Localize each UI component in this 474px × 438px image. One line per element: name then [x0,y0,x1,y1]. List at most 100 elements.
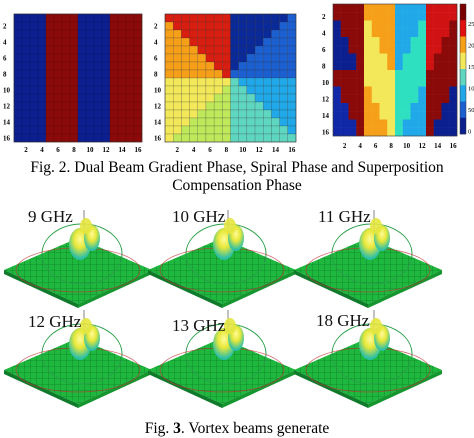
phase-cell [371,45,380,54]
phase-cell [433,4,442,13]
phase-cell [197,77,207,87]
phase-cell [364,111,372,120]
phase-cell [85,69,95,79]
colorbar-tick-label: 2000 [468,43,474,50]
phase-cell [173,53,182,63]
phase-cell [371,119,380,128]
phase-cell [356,94,365,104]
x-tick-label: 8 [72,146,76,154]
phase-cell [173,45,182,55]
phase-cell [402,70,411,79]
phase-cell [173,69,182,79]
phase-cell [410,12,419,21]
phase-cell [279,37,288,47]
phase-cell [410,119,419,128]
phase-cell [53,13,63,23]
y-tick-label: 12 [3,103,11,111]
frequency-label: 13 GHz [172,316,226,335]
phase-cell [189,109,198,119]
phase-cell [340,103,349,112]
phase-cell [410,61,419,71]
phase-cell [371,37,380,46]
phase-cell [222,93,231,103]
phase-cell [418,111,427,120]
phase-cell [371,103,380,112]
x-tick-label: 10 [87,146,95,154]
phase-cell [53,77,63,87]
phase-cell [387,61,396,71]
phase-cell [53,85,63,95]
phase-cell [333,127,341,137]
phase-cell [333,70,341,79]
phase-cell [433,86,442,95]
phase-cell [410,103,419,112]
phase-cell [379,119,388,128]
phase-cell [29,85,39,95]
beam-lobe [370,218,382,234]
phase-cell [433,53,442,62]
phase-cell [238,45,248,55]
phase-cell [61,53,71,63]
phase-cell [117,53,127,63]
phase-cell [246,53,256,63]
phase-cell [189,69,198,79]
phase-cell [402,28,411,38]
phase-cell [410,94,419,104]
phase-cell [205,37,215,47]
phase-cell [181,45,190,55]
y-tick-label: 4 [3,39,7,47]
phase-cell [13,109,23,119]
phase-cell [348,61,357,71]
phase-cell [197,61,207,71]
y-tick-label: 10 [3,87,11,95]
phase-cell [410,111,419,120]
phase-cell [426,86,434,95]
phase-cell [164,93,174,103]
phase-cell [45,125,55,135]
phase-cell [379,4,388,13]
phase-cell [333,37,341,46]
phase-cell [333,4,341,13]
phase-cell [133,77,143,87]
phase-cell [418,45,427,54]
phase-cell [340,111,349,120]
phase-cell [254,37,264,47]
phase-cell [133,101,143,111]
phase-cell [53,117,63,127]
phase-cell [181,21,190,31]
phase-cell [449,53,458,62]
phase-cell [348,45,357,54]
phase-cell [133,125,143,135]
phase-cell [449,28,458,38]
phase-cell [93,85,103,95]
phase-cell [101,21,111,31]
phase-cell [238,37,248,47]
phase-cell [433,70,442,79]
phase-cell [402,78,411,87]
phase-cell [13,61,23,71]
phase-cell [181,29,190,39]
phase-cell [164,85,174,95]
phase-cell [197,45,207,55]
phase-cell [395,45,403,54]
phase-cell [173,133,182,143]
phase-cell [379,45,388,54]
phase-cell [410,4,419,13]
phase-cell [433,20,442,29]
phase-cell [371,94,380,104]
phase-cell [197,13,207,23]
phase-cell [69,109,79,119]
phase-cell [433,37,442,46]
phase-cell [238,125,248,135]
simulation-tile: 12 GHz [4,310,152,408]
phase-cell [333,78,341,87]
phase-cell [197,85,207,95]
phase-cell [287,133,297,143]
phase-cell [271,77,280,87]
phase-cell [101,133,111,143]
phase-cell [263,29,272,39]
phase-cell [85,125,95,135]
phase-cell [117,93,127,103]
phase-cell [189,29,198,39]
phase-cell [263,117,272,127]
